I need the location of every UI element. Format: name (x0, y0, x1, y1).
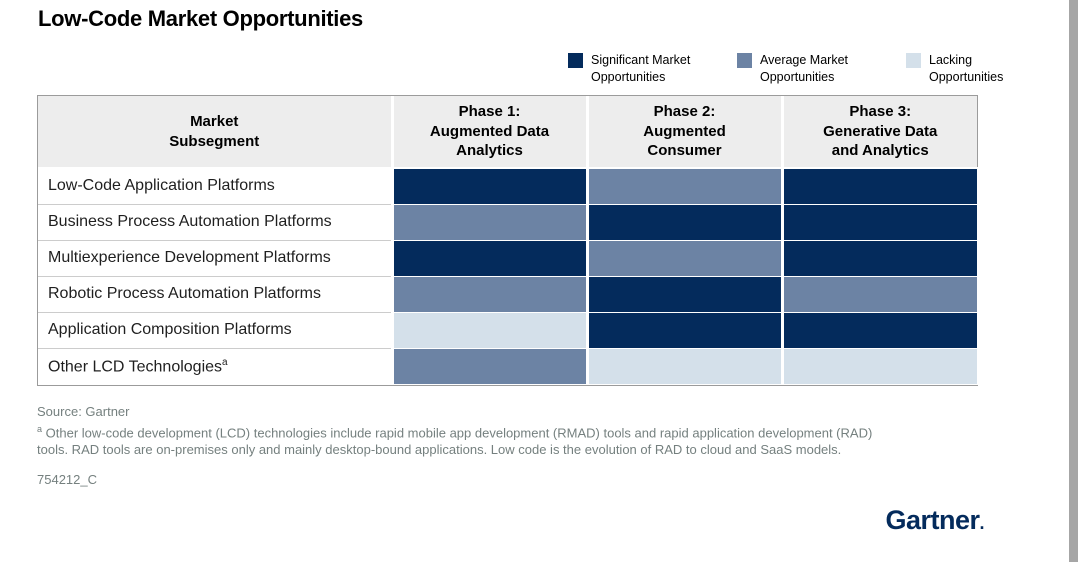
column-header-phase-1: Phase 1: Augmented Data Analytics (390, 96, 587, 169)
row-label: Other LCD Technologiesa (38, 348, 392, 384)
opportunity-cell-average (390, 347, 588, 385)
row-label: Low-Code Application Platforms (38, 168, 392, 205)
legend-item-lacking: Lacking Opportunities (906, 52, 1049, 86)
table-header-row: Market Subsegment Phase 1: Augmented Data… (38, 96, 977, 169)
column-header-phase-3: Phase 3: Generative Data and Analytics (780, 96, 977, 169)
column-header-phase-2: Phase 2: Augmented Consumer (585, 96, 782, 169)
vertical-scrollbar[interactable] (1069, 0, 1078, 562)
opportunity-cell-significant (390, 239, 588, 277)
footnote: a Other low-code development (LCD) techn… (37, 424, 1047, 459)
opportunity-cell-average (390, 275, 588, 313)
row-label: Business Process Automation Platforms (38, 204, 392, 241)
row-label: Application Composition Platforms (38, 312, 392, 349)
note-id: 754212_C (37, 472, 97, 487)
column-header-subsegment: Market Subsegment (38, 96, 392, 169)
opportunity-cell-significant (390, 167, 588, 205)
row-label: Multiexperience Development Platforms (38, 240, 392, 277)
opportunity-cell-average (585, 167, 783, 205)
opportunities-table: Market Subsegment Phase 1: Augmented Data… (37, 95, 978, 386)
footnote-marker: a (37, 424, 43, 434)
opportunity-cell-significant (585, 275, 783, 313)
opportunity-cell-significant (780, 167, 978, 205)
table-row: Multiexperience Development Platforms (38, 239, 978, 277)
legend-swatch-lacking (906, 53, 921, 68)
legend-item-significant: Significant Market Opportunities (568, 52, 711, 86)
opportunity-cell-significant (780, 311, 978, 349)
legend-label: Significant Market Opportunities (591, 53, 691, 84)
table-row: Business Process Automation Platforms (38, 203, 978, 241)
table-row: Other LCD Technologiesa (38, 347, 978, 385)
legend-swatch-significant (568, 53, 583, 68)
opportunity-cell-significant (780, 203, 978, 241)
opportunity-cell-significant (585, 203, 783, 241)
footnote-text: Other low-code development (LCD) technol… (37, 425, 873, 458)
opportunity-cell-average (780, 275, 978, 313)
legend-item-average: Average Market Opportunities (737, 52, 880, 86)
opportunity-cell-lacking (390, 311, 588, 349)
row-footnote-marker: a (222, 356, 228, 368)
opportunity-cell-average (585, 239, 783, 277)
opportunity-cell-significant (585, 311, 783, 349)
opportunity-cell-average (390, 203, 588, 241)
opportunity-cell-significant (780, 239, 978, 277)
opportunity-cell-lacking (585, 347, 783, 385)
legend-label: Average Market Opportunities (760, 53, 849, 84)
logo-registered-dot: . (979, 513, 984, 533)
table-row: Robotic Process Automation Platforms (38, 275, 978, 313)
legend-label: Lacking Opportunities (929, 53, 1004, 84)
legend: Significant Market Opportunities Average … (568, 52, 1049, 86)
source-text: Source: Gartner (37, 404, 130, 419)
gartner-logo: Gartner. (885, 505, 984, 535)
table-body: Low-Code Application Platforms Business P… (38, 167, 978, 385)
row-label: Robotic Process Automation Platforms (38, 276, 392, 313)
legend-swatch-average (737, 53, 752, 68)
table-row: Low-Code Application Platforms (38, 167, 978, 205)
table-row: Application Composition Platforms (38, 311, 978, 349)
page-title: Low-Code Market Opportunities (38, 6, 363, 31)
opportunity-cell-lacking (780, 347, 978, 385)
